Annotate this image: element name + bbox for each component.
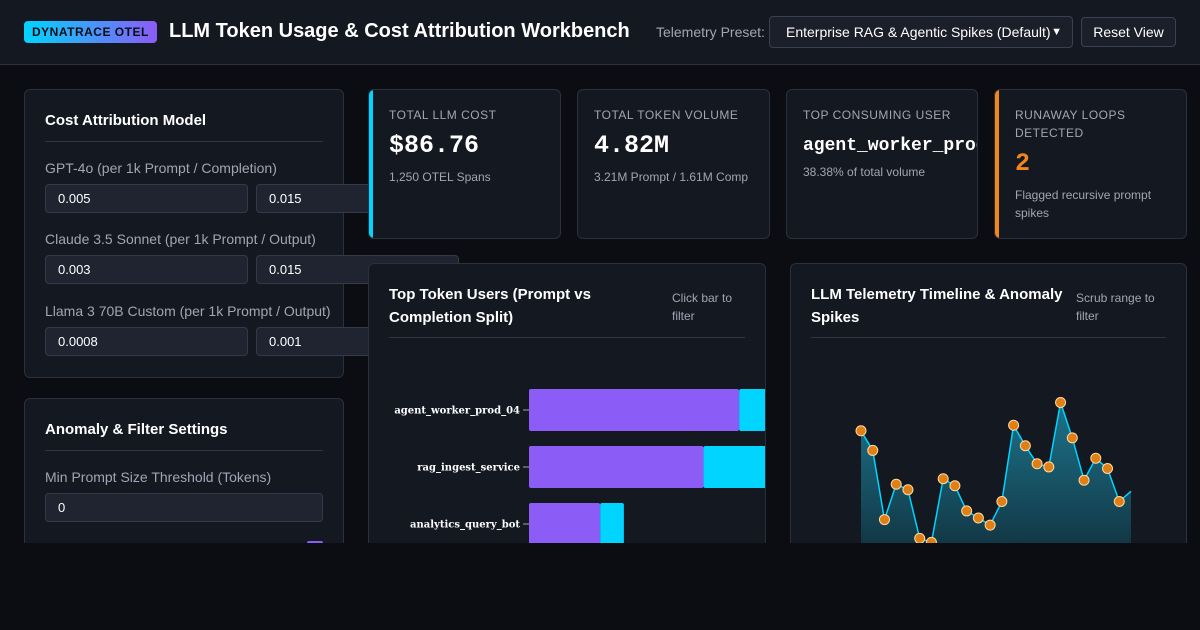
timeline-point[interactable] xyxy=(878,514,890,526)
timeline-point[interactable] xyxy=(1019,440,1031,452)
timeline-point[interactable] xyxy=(1055,397,1067,408)
timeline-point[interactable] xyxy=(867,444,879,456)
timeline-point[interactable] xyxy=(1102,463,1114,474)
timeline-point[interactable] xyxy=(855,425,867,437)
completion-token-bar[interactable] xyxy=(703,446,766,488)
gpt4o-rate-label: GPT-4o (per 1k Prompt / Completion) xyxy=(45,160,277,176)
category-label: agent_worker_prod_04 xyxy=(394,406,520,417)
card-accent xyxy=(369,90,373,238)
top-token-users-panel: Top Token Users (Prompt vs Completion Sp… xyxy=(368,263,766,583)
kpi-label: Total Token Volume xyxy=(594,108,739,122)
anomaly-panel-title: Anomaly & Filter Settings xyxy=(45,421,228,438)
kpi-token-volume-card: Total Token Volume 4.82M 3.21M Prompt / … xyxy=(577,89,770,239)
reset-view-button[interactable]: Reset View xyxy=(1081,17,1176,47)
min-prompt-threshold-input[interactable]: 0 xyxy=(45,493,323,522)
panel-divider xyxy=(45,141,323,142)
completion-token-bar[interactable] xyxy=(739,389,766,431)
category-label: analytics_query_bot xyxy=(410,520,520,531)
timeline-point[interactable] xyxy=(1043,461,1055,473)
prompt-token-bar[interactable] xyxy=(529,389,740,431)
timeline-point[interactable] xyxy=(1031,458,1043,470)
timeline-panel-hint: Scrub range to filter xyxy=(1076,291,1155,323)
kpi-sub: 38.38% of total volume xyxy=(803,165,926,179)
completion-token-bar[interactable] xyxy=(600,503,624,545)
chevron-down-icon: ▼ xyxy=(1051,26,1062,38)
timeline-point[interactable] xyxy=(937,473,949,485)
kpi-total-cost-card: Total LLM Cost $86.76 1,250 OTEL Spans xyxy=(368,89,561,239)
kpi-top-user-card: Top Consuming User agent_worker_prod_04 … xyxy=(786,89,978,239)
timeline-point[interactable] xyxy=(1113,496,1125,507)
category-label: rag_ingest_service xyxy=(417,463,520,474)
kpi-sub: Flagged recursive prompt spikes xyxy=(1015,188,1152,220)
token-users-bar-chart: agent_worker_prod_04 rag_ingest_servicean… xyxy=(394,389,766,545)
bar-panel-hint: Click bar to filter xyxy=(672,291,733,323)
preset-select-value: Enterprise RAG & Agentic Spikes (Default… xyxy=(786,24,1051,40)
app-header: DYNATRACE OTEL LLM Token Usage & Cost At… xyxy=(0,0,1200,65)
kpi-runaway-loops-card: Runaway Loops Detected 2 Flagged recursi… xyxy=(994,89,1187,239)
timeline-point[interactable] xyxy=(996,496,1008,507)
llama-rate-label: Llama 3 70B Custom (per 1k Prompt / Outp… xyxy=(45,303,331,319)
timeline-point[interactable] xyxy=(914,532,926,544)
cost-model-title: Cost Attribution Model xyxy=(45,112,207,129)
panel-divider xyxy=(389,337,745,338)
timeline-point[interactable] xyxy=(984,519,996,531)
app-title: LLM Token Usage & Cost Attribution Workb… xyxy=(169,20,630,42)
page-footer-region xyxy=(0,543,1200,630)
claude-rate-label: Claude 3.5 Sonnet (per 1k Prompt / Outpu… xyxy=(45,231,316,247)
card-accent xyxy=(995,90,999,238)
llama-prompt-rate-input[interactable]: 0.0008 xyxy=(45,327,248,356)
cost-attribution-panel: Cost Attribution Model GPT-4o (per 1k Pr… xyxy=(24,89,459,378)
timeline-panel-title: LLM Telemetry Timeline & Anomaly Spikes xyxy=(811,286,1063,326)
prompt-token-bar[interactable] xyxy=(529,503,601,545)
kpi-sub: 1,250 OTEL Spans xyxy=(389,170,491,184)
kpi-label: Runaway Loops Detected xyxy=(1015,108,1126,140)
telemetry-preset-select[interactable]: Enterprise RAG & Agentic Spikes (Default… xyxy=(769,16,1073,48)
prompt-token-bar[interactable] xyxy=(529,446,704,488)
preset-label: Telemetry Preset: xyxy=(656,24,765,40)
timeline-point[interactable] xyxy=(1090,452,1102,464)
timeline-point[interactable] xyxy=(890,478,902,490)
timeline-point[interactable] xyxy=(972,512,984,524)
kpi-top-user-value: agent_worker_prod_04 xyxy=(803,136,977,156)
claude-prompt-rate-input[interactable]: 0.003 xyxy=(45,255,248,284)
kpi-sub: 3.21M Prompt / 1.61M Comp xyxy=(594,170,749,184)
kpi-label: Total LLM Cost xyxy=(389,108,497,122)
gpt4o-prompt-rate-input[interactable]: 0.005 xyxy=(45,184,248,213)
timeline-point[interactable] xyxy=(1078,474,1090,486)
timeline-point[interactable] xyxy=(1008,419,1020,431)
min-prompt-label: Min Prompt Size Threshold (Tokens) xyxy=(45,469,272,485)
timeline-point[interactable] xyxy=(961,505,973,517)
brand-badge: DYNATRACE OTEL xyxy=(24,21,157,43)
timeline-point[interactable] xyxy=(1066,432,1078,444)
kpi-token-volume-value: 4.82M xyxy=(594,131,670,160)
timeline-point[interactable] xyxy=(902,484,914,496)
panel-divider xyxy=(45,450,323,451)
bar-panel-title: Top Token Users (Prompt vs Completion Sp… xyxy=(389,286,591,326)
panel-divider xyxy=(811,337,1166,338)
telemetry-timeline-chart xyxy=(855,397,1132,582)
kpi-runaway-loops-value: 2 xyxy=(1015,149,1031,178)
timeline-point[interactable] xyxy=(949,480,961,492)
kpi-label: Top Consuming User xyxy=(803,108,951,122)
kpi-total-cost-value: $86.76 xyxy=(389,131,480,160)
timeline-area xyxy=(861,402,1131,582)
telemetry-timeline-panel: LLM Telemetry Timeline & Anomaly Spikes … xyxy=(790,263,1187,583)
